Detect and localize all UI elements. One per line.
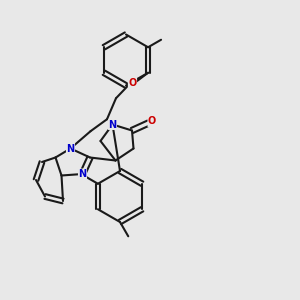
Text: O: O xyxy=(148,116,156,127)
Text: N: N xyxy=(66,143,75,154)
Text: O: O xyxy=(128,78,136,88)
Text: N: N xyxy=(78,169,87,179)
Text: N: N xyxy=(108,119,117,130)
